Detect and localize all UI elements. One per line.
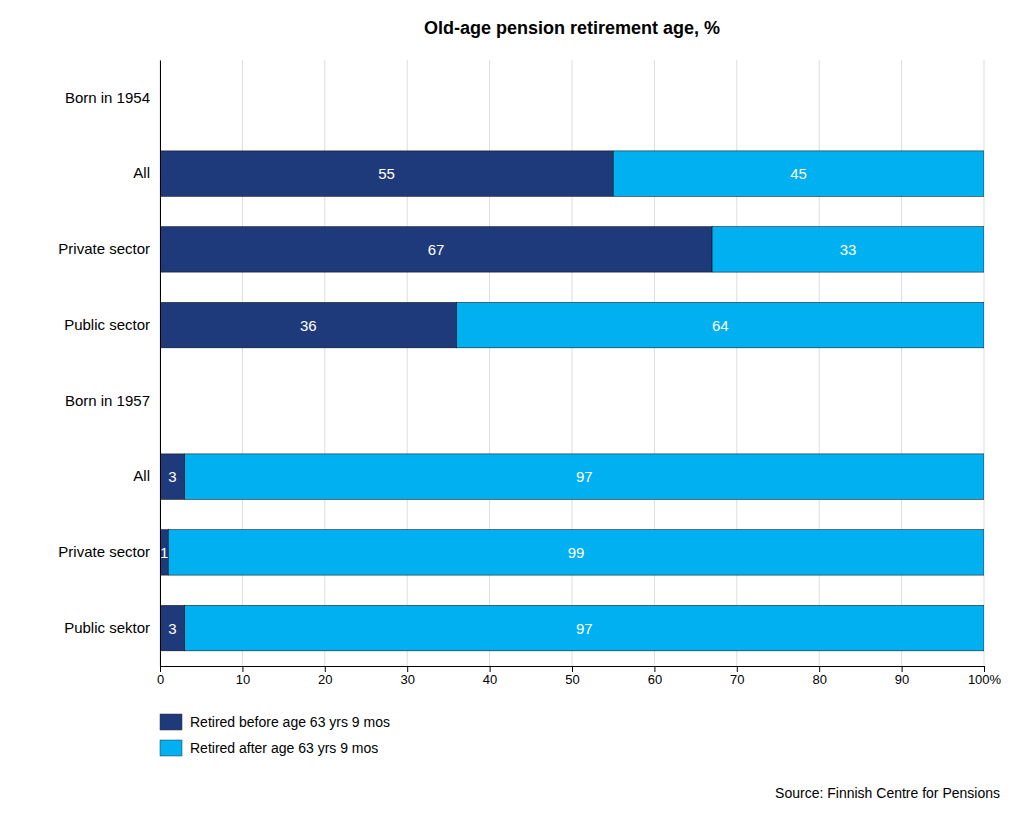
legend-label: Retired after age 63 yrs 9 mos	[190, 740, 378, 756]
y-tick: Born in 1954	[65, 89, 150, 106]
x-tick-label: 0	[157, 672, 164, 687]
bar	[160, 302, 457, 347]
x-tick: 10	[236, 666, 250, 687]
y-axis-line	[160, 61, 161, 667]
x-tick: 100%	[968, 666, 1002, 687]
data-label: 36	[300, 317, 317, 334]
x-tick-mark	[902, 666, 903, 672]
bar	[160, 605, 185, 650]
y-tick-label: Born in 1957	[65, 392, 150, 409]
y-tick-label: All	[133, 164, 150, 181]
x-tick-mark	[819, 666, 820, 672]
legend-swatch	[160, 740, 182, 756]
x-tick: 50	[565, 666, 579, 687]
y-tick: All	[133, 164, 150, 181]
x-tick-mark	[984, 666, 985, 672]
x-tick-label: 60	[648, 672, 662, 687]
annotation: Source: Finnish Centre for Pensions	[775, 785, 1000, 801]
x-tick-mark	[654, 666, 655, 672]
grid-line	[160, 60, 161, 666]
x-tick: 30	[400, 666, 414, 687]
x-tick-mark	[407, 666, 408, 672]
y-tick: Born in 1957	[65, 392, 150, 409]
x-tick-mark	[325, 666, 326, 672]
x-tick-label: 40	[483, 672, 497, 687]
y-tick-label: All	[133, 467, 150, 484]
x-tick: 40	[483, 666, 497, 687]
x-axis: 0 10 20 30 40 50 60 70 80 90 100%	[157, 666, 1002, 687]
legend-item: Retired after age 63 yrs 9 mos	[160, 740, 378, 756]
data-label: 3	[168, 468, 176, 485]
bar	[185, 605, 984, 650]
data-labels: 55 67 36 3 1 3 45 33 64 97 99 97	[160, 165, 856, 637]
bar	[613, 151, 984, 196]
bar	[457, 302, 984, 347]
x-tick-mark	[572, 666, 573, 672]
x-tick: 80	[812, 666, 826, 687]
y-tick: Public sector	[64, 316, 150, 333]
data-label: 1	[160, 544, 168, 561]
bars	[160, 151, 984, 651]
y-tick: Private sector	[58, 543, 150, 560]
x-tick-label: 100%	[968, 672, 1002, 687]
x-tick: 0	[157, 666, 164, 687]
x-tick-mark	[160, 666, 161, 672]
bar	[160, 454, 185, 499]
series	[160, 151, 712, 651]
chart: Old-age pension retirement age, % 55 67 36 3…	[0, 0, 1024, 816]
bar	[160, 530, 168, 575]
x-tick: 60	[648, 666, 662, 687]
data-label: 97	[576, 468, 593, 485]
data-label: 55	[378, 165, 395, 182]
x-tick-label: 90	[895, 672, 909, 687]
x-tick-mark	[737, 666, 738, 672]
x-tick-label: 70	[730, 672, 744, 687]
y-tick-label: Born in 1954	[65, 89, 150, 106]
data-label: 33	[840, 241, 857, 258]
x-tick: 20	[318, 666, 332, 687]
x-tick-label: 80	[812, 672, 826, 687]
x-tick-mark	[490, 666, 491, 672]
grid	[160, 60, 984, 666]
x-tick: 90	[895, 666, 909, 687]
data-label: 64	[712, 317, 729, 334]
bar	[160, 227, 712, 272]
data-label: 3	[168, 620, 176, 637]
y-tick-label: Public sektor	[64, 619, 150, 636]
y-tick: All	[133, 467, 150, 484]
bar	[712, 227, 984, 272]
series	[168, 151, 984, 651]
legend-swatch	[160, 714, 182, 730]
x-tick-label: 20	[318, 672, 332, 687]
plot: 55 67 36 3 1 3 45 33 64 97 99 97 0 10 20 30 40 50 60 70 80 90…	[58, 60, 1001, 687]
x-axis-line	[161, 667, 985, 673]
data-label: 97	[576, 620, 593, 637]
y-tick-label: Public sector	[64, 316, 150, 333]
data-label: 67	[428, 241, 445, 258]
bar	[185, 454, 984, 499]
x-tick-mark	[242, 666, 243, 672]
x-tick: 70	[730, 666, 744, 687]
legend-item: Retired before age 63 yrs 9 mos	[160, 714, 390, 730]
y-tick: Private sector	[58, 240, 150, 257]
bar	[168, 530, 984, 575]
y-tick: Public sektor	[64, 619, 150, 636]
data-label: 45	[790, 165, 807, 182]
title: Old-age pension retirement age, %	[424, 18, 720, 38]
data-label: 99	[568, 544, 585, 561]
legend-label: Retired before age 63 yrs 9 mos	[190, 714, 390, 730]
y-tick-label: Private sector	[58, 543, 150, 560]
x-tick-label: 50	[565, 672, 579, 687]
y-axis: Born in 1954 All Private sector Public sect…	[58, 61, 160, 667]
x-tick-label: 30	[400, 672, 414, 687]
x-tick-label: 10	[236, 672, 250, 687]
y-tick-label: Private sector	[58, 240, 150, 257]
bar	[160, 151, 613, 196]
legend: Retired before age 63 yrs 9 mos Retired a…	[160, 714, 390, 756]
